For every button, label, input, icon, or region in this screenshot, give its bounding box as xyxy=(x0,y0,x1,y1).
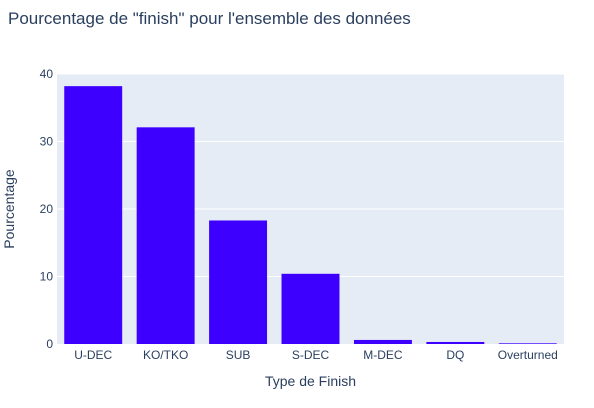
x-tick-label: DQ xyxy=(446,348,464,362)
bar-s-dec[interactable] xyxy=(281,273,340,344)
x-tick-label: S-DEC xyxy=(292,348,330,362)
x-tick-label: SUB xyxy=(226,348,251,362)
bar-ko-tko[interactable] xyxy=(136,127,195,344)
x-tick-label: M-DEC xyxy=(363,348,403,362)
x-tick-label: Overturned xyxy=(498,348,558,362)
x-axis-title: Type de Finish xyxy=(265,373,356,389)
y-tick-label: 0 xyxy=(46,337,53,351)
x-tick-label: U-DEC xyxy=(74,348,112,362)
y-axis-title: Pourcentage xyxy=(1,169,17,249)
bars xyxy=(64,86,557,345)
bar-m-dec[interactable] xyxy=(353,339,412,344)
bar-overturned[interactable] xyxy=(498,343,557,344)
y-tick-label: 10 xyxy=(40,270,54,284)
bar-u-dec[interactable] xyxy=(64,86,123,345)
bar-sub[interactable] xyxy=(209,220,268,344)
x-axis-ticks: U-DEC KO/TKO SUB S-DEC M-DEC DQ Overturned xyxy=(74,348,558,362)
y-tick-label: 20 xyxy=(40,202,54,216)
y-tick-label: 40 xyxy=(40,67,54,81)
y-axis-ticks: 0 10 20 30 40 xyxy=(40,67,54,351)
y-tick-label: 30 xyxy=(40,135,54,149)
x-tick-label: KO/TKO xyxy=(143,348,188,362)
chart-title: Pourcentage de "finish" pour l'ensemble … xyxy=(8,9,411,28)
bar-dq[interactable] xyxy=(426,341,485,344)
